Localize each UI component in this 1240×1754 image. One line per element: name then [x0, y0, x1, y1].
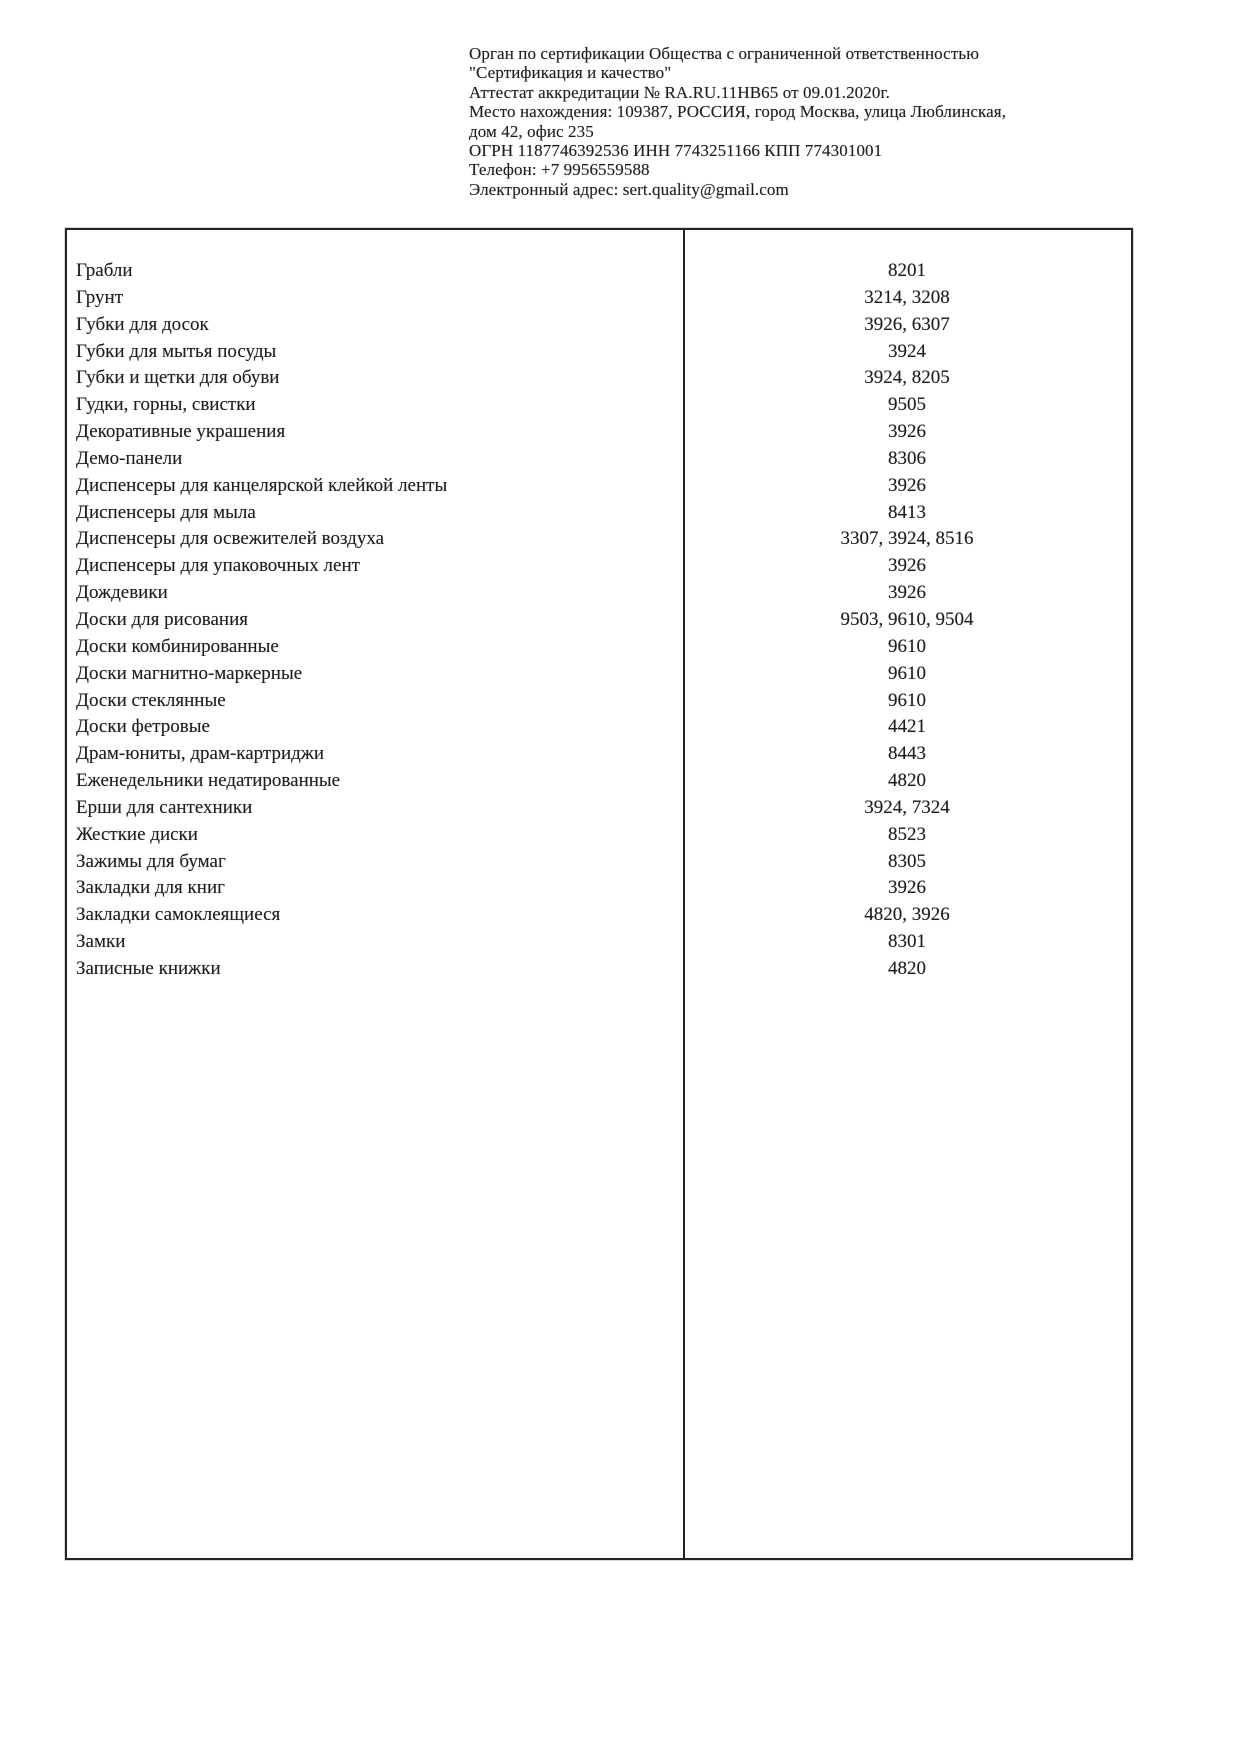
hs-codes-cell: 8201	[888, 260, 926, 281]
product-name-cell: Жесткие диски	[76, 823, 198, 845]
header-line: Место нахождения: 109387, РОССИЯ, город …	[469, 102, 1007, 122]
hs-codes-cell: 9610	[888, 635, 926, 657]
product-name-cell: Закладки самоклеящиеся	[76, 904, 281, 926]
product-name-cell: Грунт	[76, 286, 124, 308]
table-row: Замки 8301	[67, 929, 1131, 956]
product-name-cell: Ерши для сантехники	[76, 796, 253, 818]
table-row: Доски фетровые 4421	[67, 714, 1131, 741]
table-row: Декоративные украшения 3926	[67, 419, 1131, 446]
table-row: Демо-панели 8306	[67, 446, 1131, 473]
hs-codes-cell: 3307, 3924, 8516	[840, 528, 974, 550]
hs-codes-cell: 4820	[888, 770, 926, 792]
product-name-cell: Губки и щетки для обуви	[76, 367, 280, 389]
header-line: Аттестат аккредитации № RA.RU.11НВ65 от …	[469, 82, 890, 102]
table-row: Диспенсеры для мыла 8413	[67, 500, 1131, 527]
product-name-cell: Губки для мытья посуды	[76, 340, 277, 362]
hs-codes-cell: 9610	[888, 689, 926, 711]
table-row: Закладки самоклеящиеся 4820, 3926	[67, 902, 1131, 929]
hs-codes-cell: 3926	[888, 582, 926, 604]
hs-codes-cell: 9505	[888, 394, 926, 416]
product-name-cell: Доски магнитно-маркерные	[76, 662, 303, 684]
hs-codes-cell: 3926	[888, 877, 926, 899]
product-name-cell: Еженедельники недатированные	[76, 770, 341, 792]
product-name-cell: Драм-юниты, драм-картриджи	[76, 743, 325, 765]
hs-codes-cell: 3214, 3208	[864, 286, 950, 308]
table-row: Закладки для книг 3926	[67, 875, 1131, 902]
hs-codes-cell: 8523	[888, 823, 926, 845]
product-name-cell: Дождевики	[76, 582, 168, 604]
table-row: Ерши для сантехники 3924, 7324	[67, 795, 1131, 822]
hs-codes-cell: 9610	[888, 662, 926, 684]
table-row: Зажимы для бумаг 8305	[67, 849, 1131, 876]
product-name-cell: Гудки, горны, свистки	[76, 394, 256, 416]
table-row: Доски для рисования 9503, 9610, 9504	[67, 607, 1131, 634]
product-name-cell: Записные книжки	[76, 957, 221, 979]
product-name-cell: Закладки для книг	[76, 877, 225, 899]
hs-codes-cell: 8305	[888, 850, 926, 872]
table-row: Гудки, горны, свистки 9505	[67, 392, 1131, 419]
table-row: Драм-юниты, драм-картриджи 8443	[67, 741, 1131, 768]
table-row: Дождевики 3926	[67, 580, 1131, 607]
table-row: Еженедельники недатированные 4820	[67, 768, 1131, 795]
hs-codes-cell: 3926, 6307	[864, 313, 950, 335]
header-line: дом 42, офис 235	[469, 121, 594, 141]
header-line: ОГРН 1187746392536 ИНН 7743251166 КПП 77…	[469, 141, 883, 161]
hs-codes-cell: 8306	[888, 447, 926, 469]
table-row: Грабли 8201	[67, 258, 1131, 285]
header-line: Телефон: +7 9956559588	[469, 160, 650, 180]
product-name-cell: Декоративные украшения	[76, 421, 286, 443]
table-row: Доски комбинированные 9610	[67, 634, 1131, 661]
hs-codes-cell: 8301	[888, 931, 926, 953]
product-name-cell: Диспенсеры для мыла	[76, 501, 256, 523]
table-row: Диспенсеры для канцелярской клейкой лент…	[67, 473, 1131, 500]
product-name-cell: Грабли	[76, 260, 133, 281]
product-name-cell: Замки	[76, 931, 126, 953]
hs-codes-cell: 3924, 7324	[864, 796, 950, 818]
hs-codes-cell: 4820	[888, 957, 926, 979]
hs-codes-cell: 4421	[888, 716, 926, 738]
product-name-cell: Доски фетровые	[76, 716, 210, 738]
hs-codes-cell: 8443	[888, 743, 926, 765]
product-name-cell: Демо-панели	[76, 447, 183, 469]
table-row: Доски стеклянные 9610	[67, 688, 1131, 715]
table-row: Грунт 3214, 3208	[67, 285, 1131, 312]
certification-body-header: Орган по сертификации Общества с огранич…	[469, 44, 1069, 199]
product-name-cell: Доски комбинированные	[76, 635, 279, 657]
table-row: Губки для мытья посуды 3924	[67, 339, 1131, 366]
header-line: Орган по сертификации Общества с огранич…	[469, 44, 980, 63]
table-row: Диспенсеры для освежителей воздуха 3307, …	[67, 526, 1131, 553]
product-name-cell: Зажимы для бумаг	[76, 850, 226, 872]
header-line: Электронный адрес: sert.quality@gmail.co…	[469, 179, 789, 199]
table-row: Губки и щетки для обуви 3924, 8205	[67, 365, 1131, 392]
product-name-cell: Доски для рисования	[76, 608, 248, 630]
product-name-cell: Диспенсеры для освежителей воздуха	[76, 528, 384, 550]
column-divider	[683, 230, 685, 1558]
hs-codes-cell: 4820, 3926	[864, 904, 950, 926]
hs-codes-cell: 3924, 8205	[864, 367, 950, 389]
hs-codes-cell: 9503, 9610, 9504	[840, 608, 974, 630]
product-name-cell: Доски стеклянные	[76, 689, 226, 711]
table-row: Жесткие диски 8523	[67, 822, 1131, 849]
hs-codes-cell: 3926	[888, 555, 926, 577]
product-name-cell: Губки для досок	[76, 313, 209, 335]
product-name-cell: Диспенсеры для канцелярской клейкой лент…	[76, 474, 448, 496]
table-row: Губки для досок 3926, 6307	[67, 312, 1131, 339]
hs-codes-cell: 3924	[888, 340, 926, 362]
hs-codes-cell: 8413	[888, 501, 926, 523]
hs-codes-cell: 3926	[888, 474, 926, 496]
product-name-cell: Диспенсеры для упаковочных лент	[76, 555, 360, 577]
hs-codes-cell: 3926	[888, 421, 926, 443]
table-rows: Грабли 8201 Грунт 3214, 3208 Губки для досок…	[67, 258, 1131, 983]
table-row: Записные книжки 4820	[67, 956, 1131, 983]
header-line: "Сертификация и качество"	[469, 63, 672, 83]
table-row: Диспенсеры для упаковочных лент 3926	[67, 553, 1131, 580]
table-row: Доски магнитно-маркерные 9610	[67, 661, 1131, 688]
product-codes-table: Грабли 8201 Грунт 3214, 3208 Губки для досок…	[65, 228, 1133, 1560]
